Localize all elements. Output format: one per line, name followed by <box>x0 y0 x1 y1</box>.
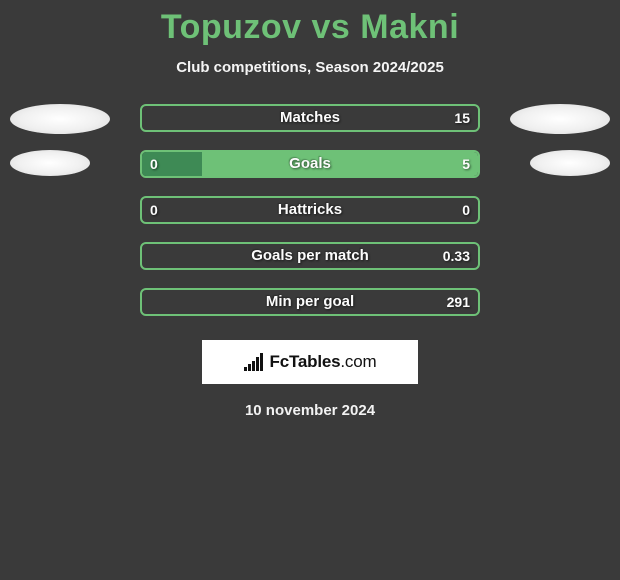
page-title: Topuzov vs Makni <box>0 8 620 47</box>
player-right-icon <box>530 150 610 176</box>
stat-bar: Matches15 <box>140 104 480 132</box>
date-label: 10 november 2024 <box>0 402 620 419</box>
stat-row: Matches15 <box>0 104 620 150</box>
bar-chart-icon <box>244 353 264 371</box>
player-right-icon <box>510 104 610 134</box>
ellipse-icon <box>530 150 610 176</box>
logo-text-bold: FcTables <box>270 352 341 371</box>
ellipse-icon <box>510 104 610 134</box>
stat-value-left: 0 <box>150 152 158 176</box>
stat-bar: Goals per match0.33 <box>140 242 480 270</box>
stat-value-right: 15 <box>454 106 470 130</box>
stat-label: Goals per match <box>142 244 478 268</box>
chart-bar-icon <box>248 364 251 371</box>
stat-row: Goals per match0.33 <box>0 242 620 288</box>
stat-value-left: 0 <box>150 198 158 222</box>
stat-value-right: 5 <box>462 152 470 176</box>
stat-label: Min per goal <box>142 290 478 314</box>
stat-row: Goals0 5 <box>0 150 620 196</box>
stat-bar: Goals0 5 <box>140 150 480 178</box>
stat-bar: Min per goal291 <box>140 288 480 316</box>
comparison-widget: Topuzov vs Makni Club competitions, Seas… <box>0 0 620 419</box>
stat-label: Goals <box>142 152 478 176</box>
stat-value-right: 291 <box>447 290 470 314</box>
stat-value-right: 0 <box>462 198 470 222</box>
subtitle: Club competitions, Season 2024/2025 <box>0 59 620 76</box>
chart-bar-icon <box>260 353 263 371</box>
attribution-logo[interactable]: FcTables.com <box>202 340 418 384</box>
player-left-icon <box>10 150 90 176</box>
ellipse-icon <box>10 150 90 176</box>
stat-row: Min per goal291 <box>0 288 620 334</box>
stat-row: Hattricks0 0 <box>0 196 620 242</box>
player-left-icon <box>10 104 110 134</box>
stat-label: Matches <box>142 106 478 130</box>
stat-value-right: 0.33 <box>443 244 470 268</box>
logo-text-light: .com <box>340 352 376 371</box>
chart-bar-icon <box>252 361 255 371</box>
stat-label: Hattricks <box>142 198 478 222</box>
chart-bar-icon <box>256 357 259 371</box>
stat-bar: Hattricks0 0 <box>140 196 480 224</box>
ellipse-icon <box>10 104 110 134</box>
stats-area: Matches15Goals05Hattricks00Goals per mat… <box>0 104 620 334</box>
chart-bar-icon <box>244 367 247 371</box>
logo-text: FcTables.com <box>270 352 377 372</box>
